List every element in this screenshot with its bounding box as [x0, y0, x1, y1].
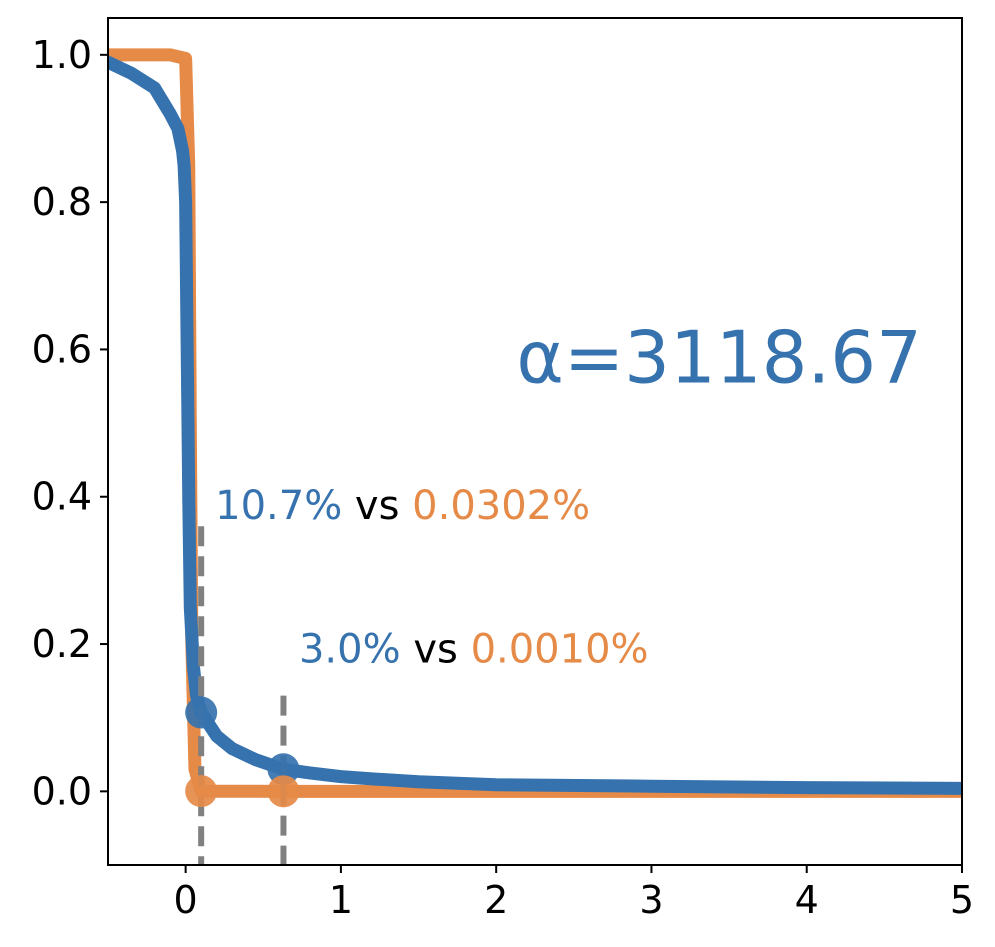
- x-tick-label-3: 3: [639, 878, 663, 922]
- point-marker-3: [267, 775, 300, 808]
- annotation-0: 10.7% vs 0.0302%: [215, 483, 590, 529]
- point-marker-0: [185, 696, 218, 729]
- annotation-0-part-1: vs: [342, 483, 412, 529]
- point-marker-1: [185, 775, 218, 808]
- annotation-0-part-0: 10.7%: [215, 483, 342, 529]
- y-tick-label-1: 0.2: [32, 622, 92, 666]
- y-tick-label-2: 0.4: [32, 475, 92, 519]
- annotation-1-part-1: vs: [401, 626, 471, 672]
- x-tick-label-0: 0: [174, 878, 198, 922]
- series-line-0: [108, 48, 962, 798]
- annotation-1-part-0: 3.0%: [299, 626, 401, 672]
- series-lines: [108, 48, 962, 798]
- point-marker-2: [267, 753, 300, 786]
- x-tick-label-4: 4: [795, 878, 819, 922]
- x-tick-label-5: 5: [950, 878, 974, 922]
- x-tick-label-2: 2: [484, 878, 508, 922]
- reference-lines: [198, 526, 287, 865]
- annotation-1-part-2: 0.0010%: [471, 626, 649, 672]
- point-markers: [185, 696, 300, 808]
- y-tick-label-3: 0.6: [32, 327, 92, 371]
- y-tick-label-5: 1.0: [32, 33, 92, 77]
- x-tick-label-1: 1: [329, 878, 353, 922]
- annotations: 10.7% vs 0.0302% 3.0% vs 0.0010% α=3118.67: [215, 316, 922, 673]
- y-tick-label-4: 0.8: [32, 180, 92, 224]
- alpha-label: α=3118.67: [516, 316, 922, 400]
- axes: 0 1 2 3 4 5 0.0 0.2 0.4 0.6 0.8 1.0: [32, 33, 975, 922]
- series-line-1: [108, 55, 962, 795]
- annotation-1: 3.0% vs 0.0010%: [299, 626, 649, 672]
- plot-frame: [107, 17, 963, 866]
- y-tick-label-0: 0.0: [32, 769, 92, 813]
- annotation-0-part-2: 0.0302%: [412, 483, 590, 529]
